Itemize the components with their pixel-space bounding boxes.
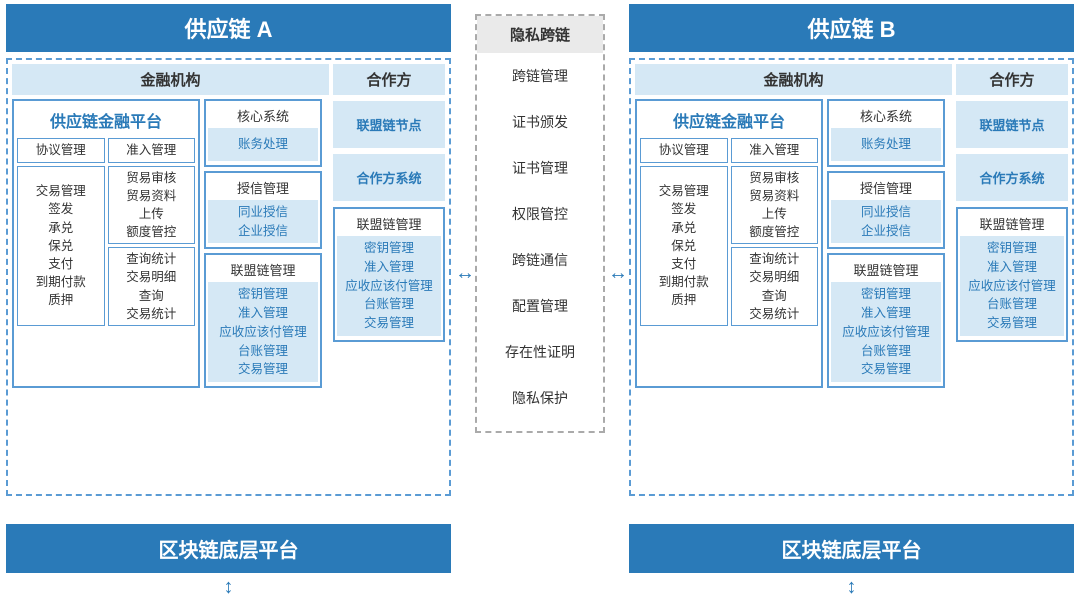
platform-title: 供应链金融平台 xyxy=(17,104,195,138)
cell-protocol: 协议管理 xyxy=(640,138,728,163)
partner-system: 合作方系统 xyxy=(333,154,445,201)
partner-alliance-box: 联盟链管理 密钥管理准入管理应收应该付管理台账管理交易管理 xyxy=(333,207,445,342)
partner-header: 合作方 xyxy=(333,64,445,95)
cell-trade: 交易管理签发承兑保兑支付到期付款质押 xyxy=(640,166,728,326)
credit-box: 授信管理 同业授信企业授信 xyxy=(204,171,322,250)
partner-column: 合作方 联盟链节点 合作方系统 联盟链管理 密钥管理准入管理应收应该付管理台账管… xyxy=(333,64,445,490)
center-item: 跨链通信 xyxy=(477,237,603,283)
blockchain-platform-b: 区块链底层平台 xyxy=(629,524,1074,573)
center-item: 跨链管理 xyxy=(477,53,603,99)
alliance-box: 联盟链管理 密钥管理准入管理应收应该付管理台账管理交易管理 xyxy=(204,253,322,388)
core-system-box: 核心系统 账务处理 xyxy=(204,99,322,167)
platform-box: 供应链金融平台 协议管理 准入管理 交易管理签发承兑保兑支付到期付款质押 贸易审… xyxy=(12,99,200,388)
platform-title: 供应链金融平台 xyxy=(640,104,818,138)
chain-a-title: 供应链 A xyxy=(6,4,451,52)
finance-column: 金融机构 供应链金融平台 协议管理 准入管理 交易管理签发承兑保兑支付到期付款质… xyxy=(635,64,952,490)
cell-access: 准入管理 xyxy=(731,138,819,163)
side-stack: 核心系统 账务处理 授信管理 同业授信企业授信 联盟链管理 密钥管理准入管理应收… xyxy=(204,99,322,388)
center-item: 配置管理 xyxy=(477,283,603,329)
center-item: 证书管理 xyxy=(477,145,603,191)
down-arrow-icon: ↕ xyxy=(224,576,234,599)
cell-query: 查询统计交易明细查询交易统计 xyxy=(108,247,196,326)
down-arrow-icon: ↕ xyxy=(847,576,857,599)
center-item: 证书颁发 xyxy=(477,99,603,145)
cell-audit: 贸易审核贸易资料上传额度管控 xyxy=(108,166,196,245)
partner-node: 联盟链节点 xyxy=(333,101,445,148)
finance-column: 金融机构 供应链金融平台 协议管理 准入管理 交易管理签发承兑保兑支付到期付款质… xyxy=(12,64,329,490)
blockchain-platform-a: 区块链底层平台 xyxy=(6,524,451,573)
partner-header: 合作方 xyxy=(956,64,1068,95)
partner-node: 联盟链节点 xyxy=(956,101,1068,148)
credit-box: 授信管理 同业授信企业授信 xyxy=(827,171,945,250)
chain-b-title: 供应链 B xyxy=(629,4,1074,52)
finance-header: 金融机构 xyxy=(12,64,329,95)
supply-chain-a: 供应链 A 金融机构 供应链金融平台 协议管理 准入管理 交易管理签发承兑保兑支… xyxy=(6,4,451,573)
center-item: 权限管控 xyxy=(477,191,603,237)
cell-access: 准入管理 xyxy=(108,138,196,163)
cell-query: 查询统计交易明细查询交易统计 xyxy=(731,247,819,326)
cell-audit: 贸易审核贸易资料上传额度管控 xyxy=(731,166,819,245)
center-header: 隐私跨链 xyxy=(477,16,603,53)
core-system-box: 核心系统 账务处理 xyxy=(827,99,945,167)
cell-trade: 交易管理签发承兑保兑支付到期付款质押 xyxy=(17,166,105,326)
supply-chain-b: 供应链 B 金融机构 供应链金融平台 协议管理 准入管理 交易管理签发承兑保兑支… xyxy=(629,4,1074,573)
center-item: 存在性证明 xyxy=(477,329,603,375)
partner-alliance-box: 联盟链管理 密钥管理准入管理应收应该付管理台账管理交易管理 xyxy=(956,207,1068,342)
finance-header: 金融机构 xyxy=(635,64,952,95)
partner-system: 合作方系统 xyxy=(956,154,1068,201)
cell-protocol: 协议管理 xyxy=(17,138,105,163)
chain-a-body: 金融机构 供应链金融平台 协议管理 准入管理 交易管理签发承兑保兑支付到期付款质… xyxy=(6,58,451,496)
privacy-crosschain: 隐私跨链 跨链管理 证书颁发 证书管理 权限管控 跨链通信 配置管理 存在性证明… xyxy=(475,14,605,433)
right-arrow-icon: ↔ xyxy=(608,262,628,285)
center-item: 隐私保护 xyxy=(477,375,603,421)
left-arrow-icon: ↔ xyxy=(455,262,475,285)
alliance-box: 联盟链管理 密钥管理准入管理应收应该付管理台账管理交易管理 xyxy=(827,253,945,388)
chain-b-body: 金融机构 供应链金融平台 协议管理 准入管理 交易管理签发承兑保兑支付到期付款质… xyxy=(629,58,1074,496)
platform-box: 供应链金融平台 协议管理 准入管理 交易管理签发承兑保兑支付到期付款质押 贸易审… xyxy=(635,99,823,388)
partner-column: 合作方 联盟链节点 合作方系统 联盟链管理 密钥管理准入管理应收应该付管理台账管… xyxy=(956,64,1068,490)
side-stack: 核心系统 账务处理 授信管理 同业授信企业授信 联盟链管理 密钥管理准入管理应收… xyxy=(827,99,945,388)
